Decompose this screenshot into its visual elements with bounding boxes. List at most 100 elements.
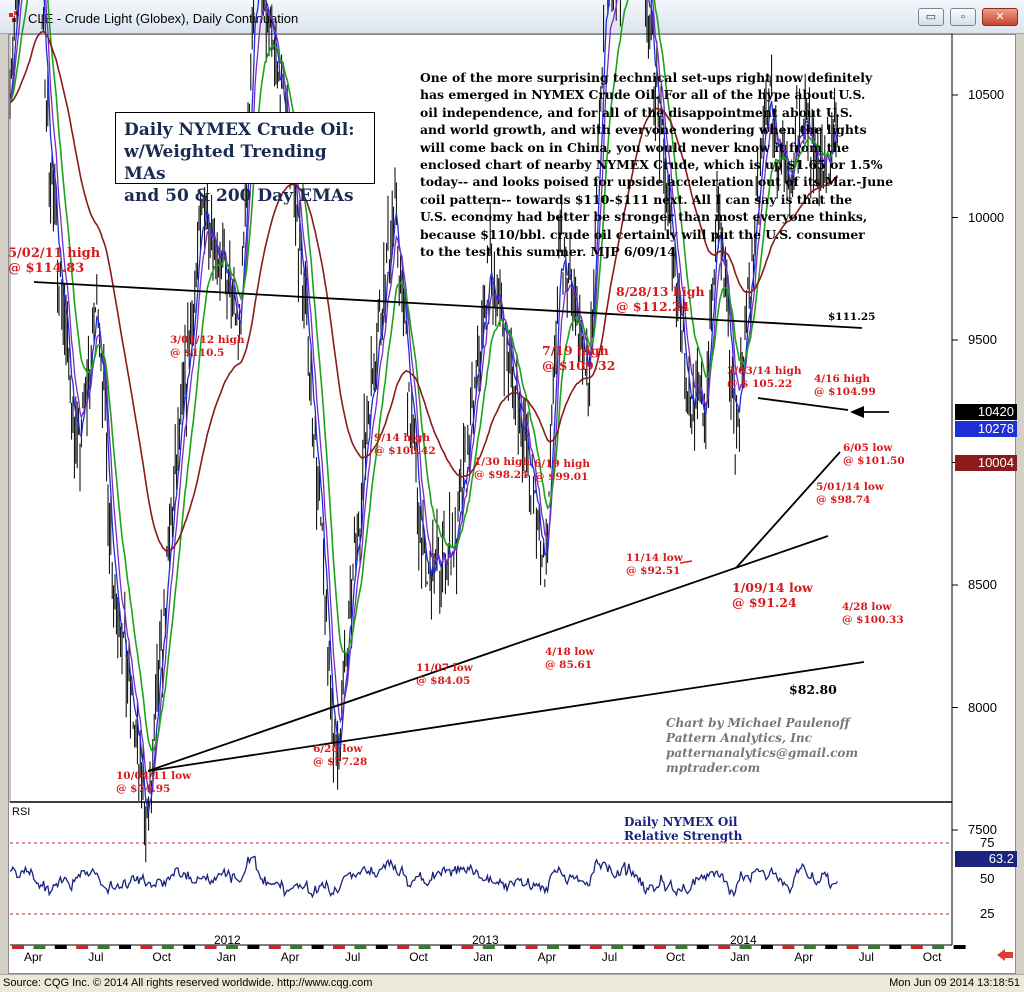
level-82-80: $82.80 [789,682,837,697]
title-bar: CLE - Crude Light (Globex), Daily Contin… [0,0,1024,34]
month-label: Oct [152,950,172,964]
time-tick [589,945,602,949]
rsi-axis-50: 50 [980,871,995,886]
annotation-3-01-12-high: 3/01/12 high @ $110.5 [170,334,245,359]
time-tick [183,945,196,949]
month-label: Oct [409,950,428,964]
commentary-text: One of the more surprising technical set… [420,70,894,260]
time-tick [311,945,324,949]
time-tick [504,945,517,949]
time-axis-ticks [12,945,966,949]
annotation-11-14-low: 11/14 low @ $92.51 [626,552,683,577]
time-tick [739,945,752,949]
month-label: Jan [216,950,236,964]
author-credit: Chart by Michael Paulenoff Pattern Analy… [666,716,859,775]
time-tick [333,945,345,949]
annotation-1-30-high: 1/30 high @ $98.24 [474,456,531,481]
annotation-6-05-low: 6/05 low @ $101.50 [843,442,905,467]
month-label: Apr [24,950,43,964]
restore-button[interactable]: ▫ [950,8,976,26]
wma-tag: 10278 [955,421,1017,437]
time-tick [54,945,67,949]
price-bars [9,0,838,863]
rsi-value-tag: 63.2 [955,851,1017,867]
lower-trendline [147,535,829,772]
ema50-line [9,0,839,753]
price-axis-label: 8500 [968,577,997,592]
time-tick [140,945,153,949]
time-tick [825,945,838,949]
status-bar: Source: CQG Inc. © 2014 All rights reser… [0,974,1024,992]
time-tick [632,945,645,949]
price-axis-label: 9500 [968,332,997,347]
status-datetime: Mon Jun 09 2014 13:18:51 [889,977,1020,989]
time-tick [290,945,303,949]
annotation-6-19-high: 6/19 high @ $99.01 [534,458,591,483]
chart-window [8,34,1016,974]
window-title: CLE - Crude Light (Globex), Daily Contin… [28,11,299,26]
price-axis-label: 10000 [968,209,1005,225]
time-tick [696,945,709,949]
time-tick [718,945,731,949]
month-label: Jul [601,950,618,964]
time-tick [803,945,816,949]
rsi-axis-75: 75 [980,835,995,850]
time-tick [611,945,624,949]
annotation-8-28-13-high: 8/28/13 high @ $112.24 [616,284,705,314]
time-tick [161,945,174,949]
time-tick [525,945,538,949]
month-label: Oct [922,950,942,964]
month-label: Jul [88,950,104,964]
time-tick [226,945,238,949]
time-tick [675,945,688,949]
time-tick [375,945,388,949]
long-support-line [147,661,865,772]
year-2012: 2012 [214,933,241,947]
month-label: Apr [794,950,814,964]
time-tick [889,945,902,949]
year-2014: 2014 [730,933,757,947]
rsi-label: RSI [12,806,31,818]
coil-support-line [735,451,841,569]
low-marker [679,560,693,564]
status-source: Source: CQG Inc. © 2014 All rights reser… [3,977,373,989]
month-label: Jan [730,950,750,964]
upper-trendline [33,281,863,329]
price-axis-label: 8000 [968,699,997,715]
ema200-line [9,30,838,552]
time-tick [97,945,110,949]
annotation-5-01-14-low: 5/01/14 low @ $98.74 [816,481,884,506]
month-label: Jul [345,950,361,964]
annotation-4-28-low: 4/28 low @ $100.33 [842,601,904,626]
annotation-4-16-high: 4/16 high @ $104.99 [814,373,876,398]
annotation-7-19-high: 7/19 high @ $109.32 [542,343,616,373]
chart-title-box: Daily NYMEX Crude Oil: w/Weighted Trendi… [115,112,375,206]
minimize-button[interactable]: ▭ [918,8,944,26]
rsi-title: Daily NYMEX Oil Relative Strength [624,815,743,843]
close-icon: ✕ [995,11,1005,23]
scroll-right-arrow-icon[interactable] [996,948,1014,962]
close-button[interactable]: ✕ [982,8,1018,26]
time-tick [397,945,410,949]
annotation-1-09-14-low: 1/09/14 low @ $91.24 [732,580,813,610]
time-tick [932,945,945,949]
annotation-11-07-low: 11/07 low @ $84.05 [416,662,473,687]
time-tick [354,945,367,949]
time-tick [440,945,452,949]
rsi-axis-25: 25 [980,906,995,921]
time-tick [76,945,89,949]
time-tick [782,945,795,949]
wma-mid-line [9,0,838,794]
year-2013: 2013 [472,933,499,947]
rsi-line [9,855,838,899]
annotation-3-03-14-high: 3/03/14 high @ $ 105.22 [727,365,802,390]
time-tick [654,945,666,949]
time-tick [568,945,581,949]
time-tick [12,945,24,949]
annotation-9-14-high: 9/14 high @ $100.42 [374,432,436,457]
minimize-icon: ▭ [925,11,937,23]
ema200-tag: 10004 [955,455,1017,471]
annotation-6-28-low: 6/28 low @ $77.28 [313,743,368,768]
annotation-4-18-low: 4/18 low @ 85.61 [545,646,595,671]
